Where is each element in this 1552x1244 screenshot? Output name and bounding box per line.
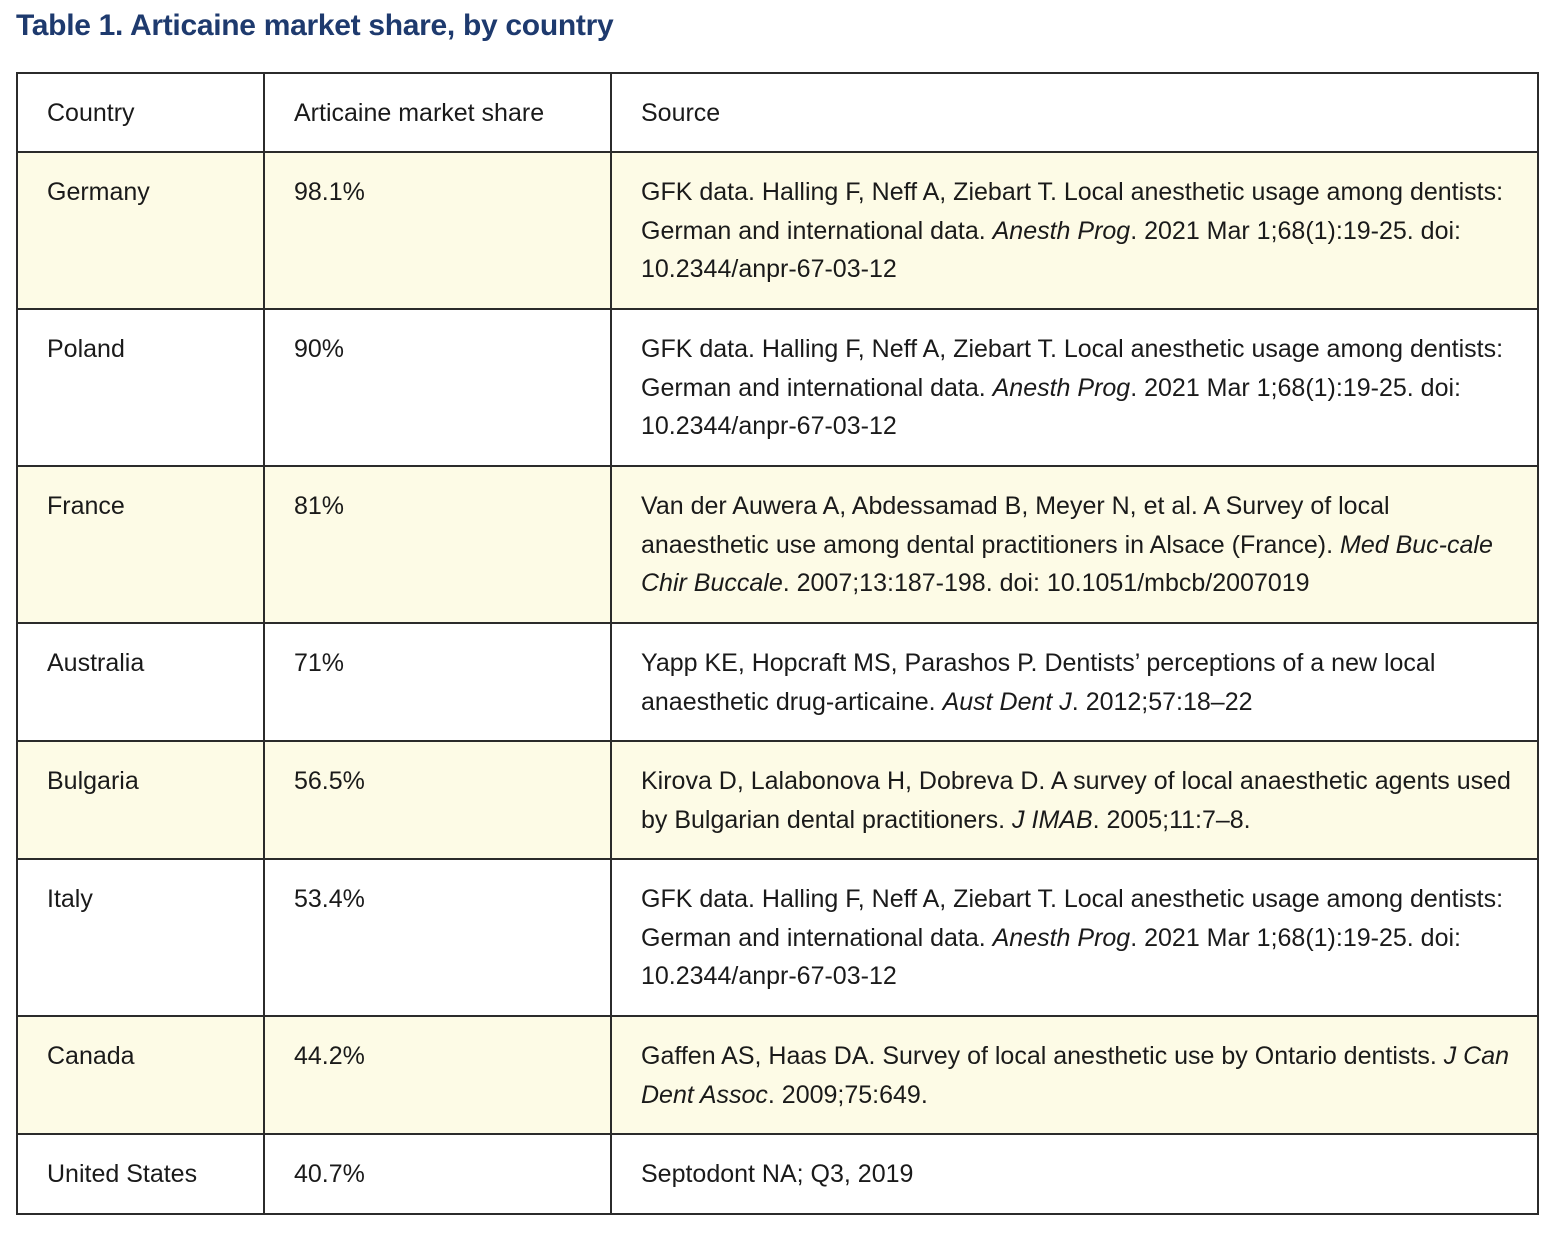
source-cell: GFK data. Halling F, Neff A, Ziebart T. … (610, 858, 1539, 1017)
share-cell: 81% (263, 465, 612, 624)
source-citation: . 2021 Mar 1;68(1):19-25. doi: 10.2344/a… (641, 216, 1461, 284)
source-citation: . 2021 Mar 1;68(1):19-25. doi: 10.2344/a… (641, 373, 1461, 441)
source-cell: Septodont NA; Q3, 2019 (610, 1133, 1539, 1215)
header-source: Source (610, 72, 1539, 153)
source-text: Gaffen AS, Haas DA. Survey of local anes… (641, 1042, 1444, 1070)
journal-name: Anesth Prog (992, 216, 1131, 245)
share-cell: 40.7% (263, 1133, 612, 1215)
table-row: Italy 53.4% GFK data. Halling F, Neff A,… (16, 858, 1539, 1017)
table-title: Table 1. Articaine market share, by coun… (16, 9, 614, 42)
journal-name: J IMAB (1012, 805, 1093, 834)
table-row: Poland 90% GFK data. Halling F, Neff A, … (16, 308, 1539, 467)
source-cell: GFK data. Halling F, Neff A, Ziebart T. … (610, 151, 1539, 310)
source-text: Van der Auwera A, Abdessamad B, Meyer N,… (641, 492, 1390, 559)
journal-name: Med Buc-cale Chir Buccale (641, 530, 1493, 598)
journal-name: Aust Dent J (942, 687, 1072, 716)
table-row: Australia 71% Yapp KE, Hopcraft MS, Para… (16, 622, 1539, 742)
share-cell: 98.1% (263, 151, 612, 310)
country-cell: Bulgaria (16, 740, 265, 860)
country-cell: France (16, 465, 265, 624)
header-country: Country (16, 72, 265, 153)
source-cell: GFK data. Halling F, Neff A, Ziebart T. … (610, 308, 1539, 467)
source-text: Kirova D, Lalabonova H, Dobreva D. A sur… (641, 767, 1511, 834)
source-cell: Yapp KE, Hopcraft MS, Parashos P. Dentis… (610, 622, 1539, 742)
source-text: GFK data. Halling F, Neff A, Ziebart T. … (641, 178, 1504, 245)
table-row: Bulgaria 56.5% Kirova D, Lalabonova H, D… (16, 740, 1539, 860)
share-cell: 56.5% (263, 740, 612, 860)
source-citation: . 2005;11:7–8. (1092, 805, 1251, 834)
market-share-table-container: Country Articaine market share Source Ge… (16, 72, 1539, 1215)
journal-name: J Can Dent Assoc (641, 1042, 1510, 1109)
country-cell: Poland (16, 308, 265, 467)
source-text: GFK data. Halling F, Neff A, Ziebart T. … (641, 335, 1504, 402)
table-row: United States 40.7% Septodont NA; Q3, 20… (16, 1133, 1539, 1215)
country-cell: Canada (16, 1015, 265, 1135)
source-cell: Van der Auwera A, Abdessamad B, Meyer N,… (610, 465, 1539, 624)
journal-name: Anesth Prog (992, 923, 1131, 952)
source-citation: . 2021 Mar 1;68(1):19-25. doi: 10.2344/a… (641, 923, 1461, 991)
source-citation: . 2007;13:187-198. doi: 10.1051/mbcb/200… (782, 569, 1310, 597)
source-cell: Gaffen AS, Haas DA. Survey of local anes… (610, 1015, 1539, 1135)
source-text: GFK data. Halling F, Neff A, Ziebart T. … (641, 885, 1504, 952)
share-cell: 53.4% (263, 858, 612, 1017)
source-cell: Kirova D, Lalabonova H, Dobreva D. A sur… (610, 740, 1539, 860)
country-cell: United States (16, 1133, 265, 1215)
source-citation: . 2012;57:18–22 (1071, 687, 1253, 716)
journal-name: Anesth Prog (992, 373, 1131, 402)
share-cell: 44.2% (263, 1015, 612, 1135)
table-row: Germany 98.1% GFK data. Halling F, Neff … (16, 151, 1539, 310)
country-cell: Italy (16, 858, 265, 1017)
source-text: Yapp KE, Hopcraft MS, Parashos P. Dentis… (641, 649, 1436, 716)
table-row: France 81% Van der Auwera A, Abdessamad … (16, 465, 1539, 624)
share-cell: 71% (263, 622, 612, 742)
country-cell: Germany (16, 151, 265, 310)
market-share-table: Country Articaine market share Source Ge… (16, 72, 1539, 1215)
source-text: Septodont NA; Q3, 2019 (641, 1160, 914, 1188)
source-citation: . 2009;75:649. (767, 1080, 928, 1109)
share-cell: 90% (263, 308, 612, 467)
table-row: Canada 44.2% Gaffen AS, Haas DA. Survey … (16, 1015, 1539, 1135)
header-market-share: Articaine market share (263, 72, 612, 153)
header-row: Country Articaine market share Source (16, 72, 1539, 153)
country-cell: Australia (16, 622, 265, 742)
